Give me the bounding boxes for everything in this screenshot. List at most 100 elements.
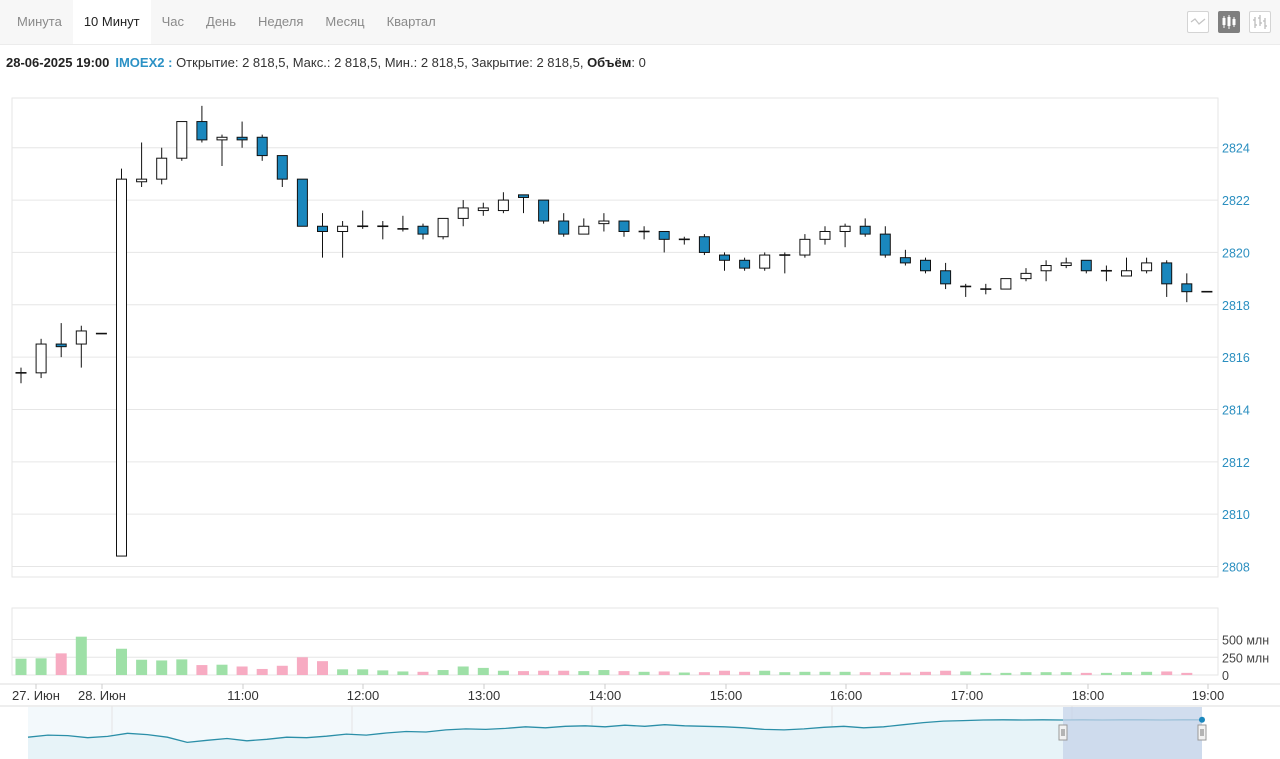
candle-body xyxy=(719,254,730,261)
candle-body xyxy=(497,199,509,212)
ohlc-chart-icon[interactable] xyxy=(1249,11,1271,33)
volume-bar xyxy=(538,670,550,675)
volume-bar xyxy=(196,665,208,675)
tab-10-minutes[interactable]: 10 Минут xyxy=(72,0,151,44)
price-tick-label: 2824 xyxy=(1222,142,1250,156)
volume-bar xyxy=(518,671,529,675)
volume-bar xyxy=(1141,671,1153,675)
candle-body xyxy=(417,225,429,235)
info-volume: 0 xyxy=(638,55,646,70)
volume-bar xyxy=(15,658,27,675)
price-tick-label: 2810 xyxy=(1222,508,1250,522)
chart-grid xyxy=(11,97,1219,676)
candle-body xyxy=(578,225,590,235)
volume-bar xyxy=(779,672,791,675)
navigator-handle[interactable] xyxy=(1197,724,1207,741)
time-tick-label: 11:00 xyxy=(227,688,259,703)
candle-body xyxy=(176,121,188,159)
candle-body xyxy=(598,220,610,225)
candle-body xyxy=(698,236,710,253)
volume-bar xyxy=(799,671,811,675)
info-volume-label: Объём xyxy=(587,55,632,70)
candle-body xyxy=(156,157,168,180)
tab-hour[interactable]: Час xyxy=(161,14,185,29)
volume-axis: 500 млн 250 млн 0 xyxy=(1222,634,1269,683)
candle-body xyxy=(236,136,248,141)
candle-body xyxy=(879,233,891,256)
volume-bar xyxy=(739,671,751,675)
volume-bar xyxy=(618,671,630,675)
candle-body xyxy=(75,330,87,345)
volume-bar xyxy=(859,672,871,675)
volume-bar xyxy=(377,670,389,675)
navigator-handle[interactable] xyxy=(1058,724,1068,741)
candle-body xyxy=(658,230,670,240)
candle-body xyxy=(839,225,851,232)
tab-week[interactable]: Неделя xyxy=(258,14,304,29)
volume-bar xyxy=(578,671,590,675)
volume-bar xyxy=(920,671,931,675)
volume-bar xyxy=(638,671,650,675)
volume-bar xyxy=(1060,672,1072,675)
price-axis: 2824 2822 2820 2818 2816 2814 2812 2810 2808 xyxy=(1222,142,1250,575)
navigator-line xyxy=(27,719,1202,744)
candle-body xyxy=(1040,265,1052,272)
volume-bar xyxy=(980,672,992,675)
candle-body xyxy=(136,178,148,183)
candle-body xyxy=(799,238,811,256)
info-high-label: Макс.: xyxy=(292,55,331,70)
volume-bar xyxy=(75,636,87,675)
tab-day[interactable]: День xyxy=(206,14,237,29)
volume-bar xyxy=(477,667,489,675)
time-tick-label: 27. Июн xyxy=(12,688,60,703)
volume-bar xyxy=(256,668,268,675)
candle-body xyxy=(55,343,67,348)
time-tick-label: 12:00 xyxy=(347,688,380,703)
candle-body xyxy=(337,225,349,232)
candlestick-chart-icon[interactable] xyxy=(1218,11,1240,33)
info-high: 2 818,5 xyxy=(334,55,378,70)
volume-bar xyxy=(337,669,349,675)
volume-bar xyxy=(457,666,469,675)
info-open-label: Открытие: xyxy=(176,55,239,70)
candle-body xyxy=(1121,270,1132,277)
candle-body xyxy=(518,194,529,198)
candle-body xyxy=(477,207,489,212)
tab-month[interactable]: Месяц xyxy=(325,14,365,29)
volume-bars xyxy=(15,636,1193,675)
info-close: 2 818,5 xyxy=(536,55,580,70)
volume-bar xyxy=(1020,672,1032,675)
time-tick-label: 16:00 xyxy=(830,688,863,703)
time-tick-label: 15:00 xyxy=(710,688,743,703)
candle-body xyxy=(276,155,288,180)
volume-bar xyxy=(1100,672,1112,675)
candle-body xyxy=(1181,283,1193,293)
candle-body xyxy=(1080,259,1092,272)
info-low: 2 818,5 xyxy=(420,55,465,70)
info-ticker: IMOEX2 : xyxy=(115,55,173,70)
candle-body xyxy=(1161,262,1173,285)
volume-bar xyxy=(839,671,851,675)
volume-bar xyxy=(296,657,308,675)
period-tabs: Минута 10 Минут Час День Неделя Месяц Кв… xyxy=(0,0,447,44)
volume-frame xyxy=(11,607,1219,676)
volume-bar xyxy=(759,670,771,675)
time-axis: 27. Июн 28. Июн 11:00 12:00 13:00 14:00 15:00 1… xyxy=(0,683,1280,703)
candle-body xyxy=(558,220,570,235)
tab-quarter[interactable]: Квартал xyxy=(386,14,436,29)
price-tick-label: 2820 xyxy=(1222,246,1250,260)
line-chart-icon[interactable] xyxy=(1187,11,1209,33)
candle-body xyxy=(116,178,127,557)
candle-body xyxy=(538,199,550,222)
chart-type-switcher xyxy=(1187,0,1280,44)
volume-bar xyxy=(819,671,831,675)
tab-minute[interactable]: Минута xyxy=(17,14,62,29)
candle-body xyxy=(899,257,911,264)
volume-bar xyxy=(116,648,127,675)
volume-tick-label: 0 xyxy=(1222,669,1229,683)
candle-body xyxy=(1020,272,1032,280)
candle-body xyxy=(296,178,308,227)
time-tick-label: 18:00 xyxy=(1072,688,1105,703)
